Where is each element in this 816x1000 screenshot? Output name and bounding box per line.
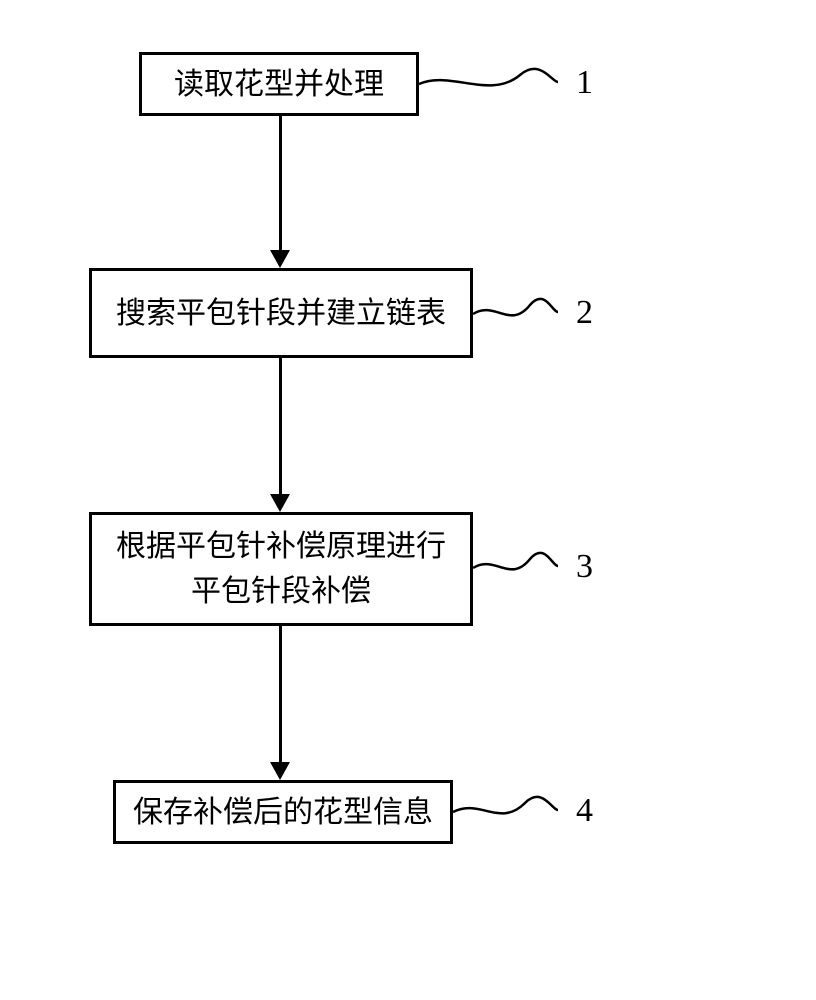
flowchart-box-4: 保存补偿后的花型信息	[113, 780, 453, 844]
arrow-2-line	[279, 358, 282, 494]
callout-number-3: 3	[576, 548, 593, 586]
arrow-2-head	[270, 494, 290, 512]
arrow-1-line	[279, 116, 282, 250]
flowchart-container: 读取花型并处理 搜索平包针段并建立链表 根据平包针补偿原理进行 平包针段补偿 保…	[0, 0, 816, 1000]
callout-lines-svg	[0, 0, 816, 1000]
callout-number-2: 2	[576, 294, 593, 332]
callout-line-4	[453, 797, 558, 813]
arrow-1-head	[270, 250, 290, 268]
box-3-text: 根据平包针补偿原理进行 平包针段补偿	[116, 524, 446, 614]
box-4-text: 保存补偿后的花型信息	[133, 790, 433, 835]
callout-line-3	[473, 553, 558, 569]
callout-line-2	[473, 299, 558, 315]
box-2-text: 搜索平包针段并建立链表	[116, 291, 446, 336]
flowchart-box-2: 搜索平包针段并建立链表	[89, 268, 473, 358]
arrow-3-head	[270, 762, 290, 780]
arrow-3-line	[279, 626, 282, 762]
callout-number-1: 1	[576, 64, 593, 102]
box-1-text: 读取花型并处理	[174, 62, 384, 107]
flowchart-box-1: 读取花型并处理	[139, 52, 419, 116]
callout-number-4: 4	[576, 792, 593, 830]
callout-line-1	[419, 69, 558, 85]
flowchart-box-3: 根据平包针补偿原理进行 平包针段补偿	[89, 512, 473, 626]
